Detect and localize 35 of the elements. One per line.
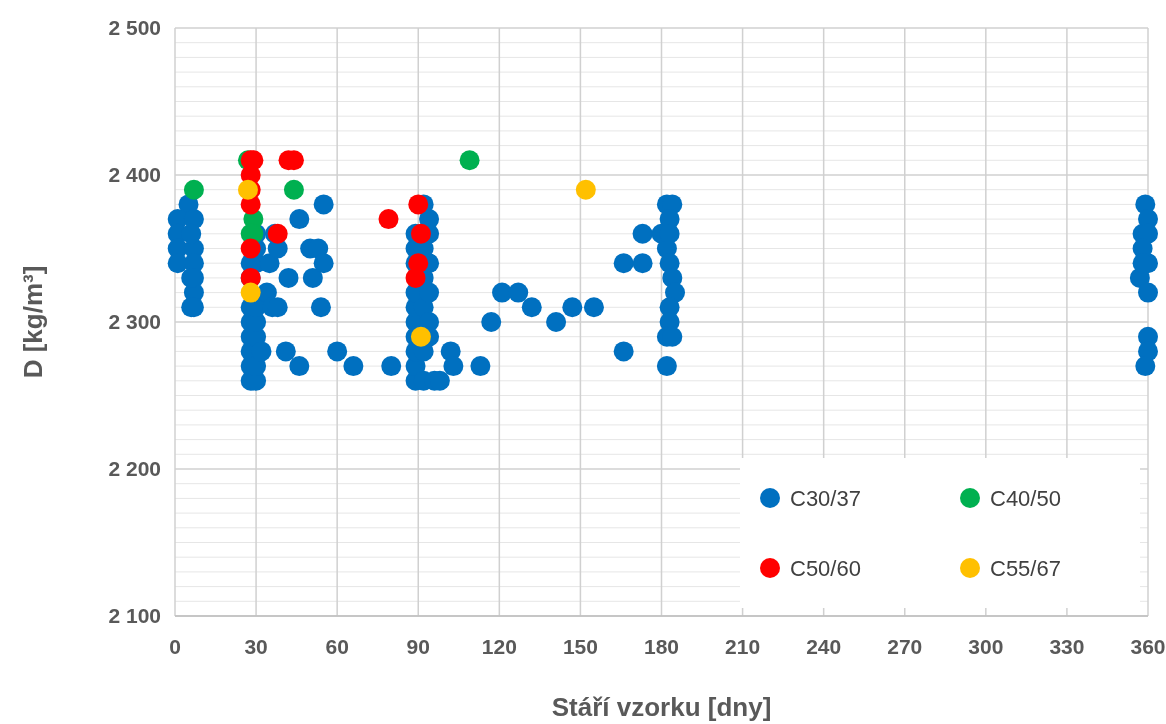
- point: [240, 238, 261, 259]
- legend-label: C30/37: [790, 486, 861, 511]
- y-tick-label: 2 200: [108, 457, 161, 480]
- x-tick-label: 360: [1130, 635, 1166, 658]
- y-tick-label: 2 400: [108, 163, 161, 186]
- x-axis-title: Stáří vzorku [dny]: [551, 692, 772, 722]
- x-tick-label: 270: [887, 635, 923, 658]
- point: [183, 179, 204, 200]
- x-tick-label: 180: [643, 635, 680, 658]
- legend-label: C40/50: [990, 486, 1061, 511]
- legend-label: C50/60: [790, 556, 861, 581]
- y-tick-label: 2 300: [108, 310, 161, 333]
- point: [408, 194, 429, 215]
- point: [240, 282, 261, 303]
- y-tick-label: 2 500: [108, 16, 161, 39]
- y-tick-label: 2 100: [108, 604, 161, 627]
- x-tick-label: 150: [562, 635, 598, 658]
- x-tick-label: 120: [481, 635, 517, 658]
- point: [459, 150, 480, 171]
- x-tick-label: 330: [1049, 635, 1085, 658]
- x-tick-label: 90: [406, 635, 430, 658]
- point: [410, 326, 431, 347]
- x-tick-label: 0: [169, 635, 181, 658]
- y-axis-title: D [kg/m³]: [18, 265, 48, 379]
- point: [575, 179, 596, 200]
- x-tick-label: 60: [325, 635, 349, 658]
- x-tick-label: 240: [806, 635, 842, 658]
- point: [405, 267, 426, 288]
- x-tick-label: 30: [244, 635, 268, 658]
- point: [410, 223, 431, 244]
- point: [378, 209, 399, 230]
- legend-label: C55/67: [990, 556, 1061, 581]
- x-tick-label: 210: [725, 635, 761, 658]
- point: [283, 179, 304, 200]
- x-tick-label: 300: [968, 635, 1004, 658]
